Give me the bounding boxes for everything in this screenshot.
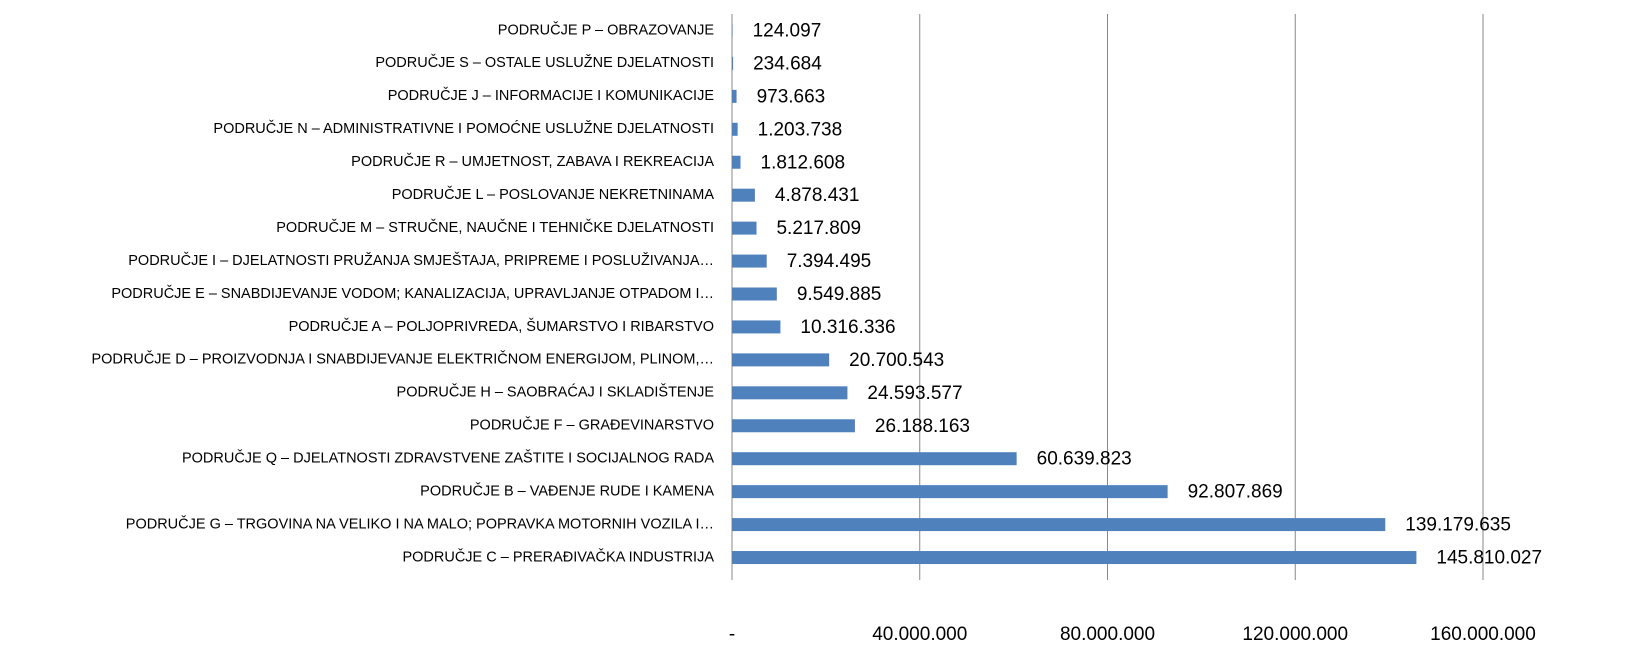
bar (732, 23, 733, 37)
category-label: PODRUČJE Q – DJELATNOSTI ZDRAVSTVENE ZAŠ… (182, 450, 714, 467)
category-label: PODRUČJE L – POSLOVANJE NEKRETNINAMA (392, 186, 715, 203)
category-label: PODRUČJE R – UMJETNOST, ZABAVA I REKREAC… (351, 153, 714, 170)
category-label: PODRUČJE A – POLJOPRIVREDA, ŠUMARSTVO I … (289, 318, 714, 335)
category-label: PODRUČJE B – VAĐENJE RUDE I KAMENA (420, 482, 714, 499)
category-label: PODRUČJE D – PROIZVODNJA I SNABDIJEVANJE… (91, 351, 714, 368)
bar (732, 452, 1017, 466)
category-label: PODRUČJE S – OSTALE USLUŽNE DJELATNOSTI (375, 54, 714, 71)
value-label: 145.810.027 (1436, 548, 1542, 569)
value-label: 1.203.738 (758, 119, 843, 140)
bar (732, 287, 777, 301)
value-label: 26.188.163 (875, 416, 970, 437)
bar (732, 320, 781, 334)
category-label: PODRUČJE J – INFORMACIJE I KOMUNIKACIJE (388, 87, 715, 104)
bar (732, 419, 855, 433)
category-label: PODRUČJE C – PRERAĐIVAČKA INDUSTRIJA (402, 548, 714, 565)
bar (732, 386, 848, 400)
x-tick-label: - (729, 624, 735, 645)
bar (732, 89, 737, 103)
category-label: PODRUČJE F – GRAĐEVINARSTVO (470, 417, 714, 434)
category-label: PODRUČJE E – SNABDIJEVANJE VODOM; KANALI… (111, 285, 714, 302)
value-label: 24.593.577 (867, 383, 962, 404)
x-tick-label: 80.000.000 (1060, 624, 1155, 645)
value-label: 10.316.336 (800, 317, 895, 338)
value-label: 234.684 (753, 53, 822, 74)
value-label: 20.700.543 (849, 350, 944, 371)
bar (732, 188, 755, 202)
value-label: 7.394.495 (787, 251, 872, 272)
category-label: PODRUČJE N – ADMINISTRATIVNE I POMOĆNE U… (213, 120, 714, 137)
value-label: 1.812.608 (761, 152, 846, 173)
category-label: PODRUČJE G – TRGOVINA NA VELIKO I NA MAL… (126, 515, 714, 532)
bar (732, 353, 830, 367)
value-label: 139.179.635 (1405, 515, 1511, 536)
x-tick-label: 160.000.000 (1430, 624, 1536, 645)
bar (732, 221, 757, 235)
value-label: 973.663 (757, 86, 826, 107)
category-label: PODRUČJE H – SAOBRAĆAJ I SKLADIŠTENJE (397, 384, 715, 401)
bar (732, 485, 1168, 499)
bar (732, 56, 734, 70)
x-tick-label: 120.000.000 (1242, 624, 1348, 645)
value-label: 92.807.869 (1188, 482, 1283, 503)
value-label: 124.097 (753, 20, 822, 41)
value-label: 60.639.823 (1037, 449, 1132, 470)
bar (732, 155, 741, 169)
value-label: 9.549.885 (797, 284, 882, 305)
value-label: 5.217.809 (776, 218, 861, 239)
bar (732, 518, 1386, 532)
category-label: PODRUČJE M – STRUČNE, NAUČNE I TEHNIČKE … (276, 219, 714, 236)
bar (732, 551, 1417, 565)
category-label: PODRUČJE I – DJELATNOSTI PRUŽANJA SMJEŠT… (128, 252, 714, 269)
category-label: PODRUČJE P – OBRAZOVANJE (498, 21, 715, 38)
x-tick-label: 40.000.000 (872, 624, 967, 645)
bar (732, 122, 738, 136)
bar (732, 254, 767, 268)
value-label: 4.878.431 (775, 185, 860, 206)
